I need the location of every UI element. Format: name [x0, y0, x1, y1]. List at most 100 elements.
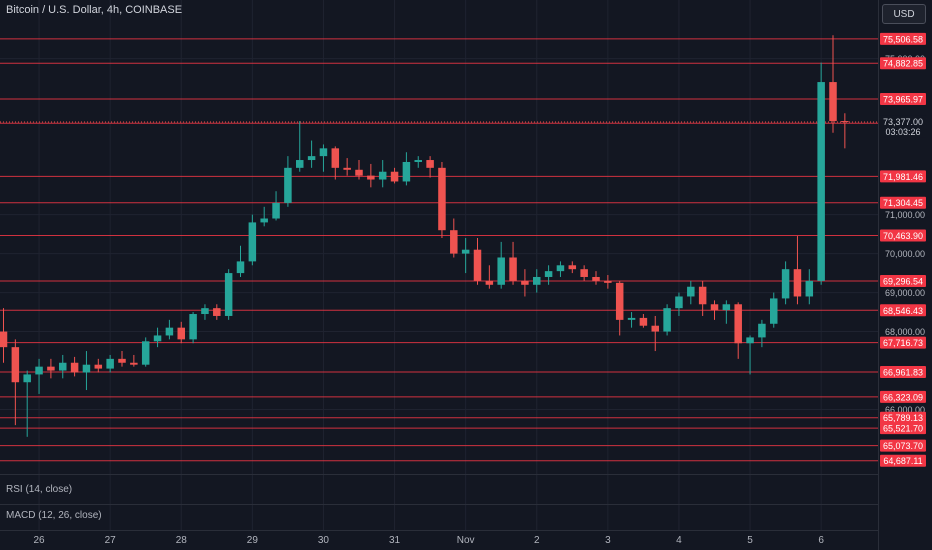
level-price-label: 74,882.85 [883, 59, 923, 69]
price-tick-label: 66,000.00 [885, 405, 925, 415]
level-price-tag [880, 170, 926, 183]
price-tick-label: 71,000.00 [885, 210, 925, 220]
candle-body [746, 337, 754, 344]
time-tick-label: 27 [105, 535, 117, 546]
level-price-tag [880, 57, 926, 70]
candle-body [675, 296, 683, 309]
level-price-tag [880, 454, 926, 467]
time-tick-label: 3 [605, 535, 611, 546]
price-axis-bg [879, 0, 932, 550]
candle-body [35, 366, 43, 375]
candles [0, 35, 849, 437]
candle-body [331, 148, 340, 168]
candle-body [698, 286, 707, 305]
candle-body [59, 362, 67, 371]
candle-body [793, 269, 802, 297]
candle-body [461, 249, 470, 254]
level-price-tag [880, 275, 926, 288]
level-price-tag [880, 422, 926, 435]
time-tick-label: 6 [818, 535, 824, 546]
time-tick-label: 31 [389, 535, 401, 546]
level-price-label: 71,981.46 [883, 172, 923, 182]
candle-body [829, 82, 837, 122]
pane-separator-macd [0, 504, 878, 505]
candle-body [70, 362, 79, 373]
candle-body [118, 358, 126, 363]
level-price-tag [880, 439, 926, 452]
level-price-tag [880, 304, 926, 317]
candle-body [817, 82, 825, 281]
candle-body [390, 171, 399, 182]
candle-body [438, 167, 446, 231]
candle-body [272, 202, 280, 219]
candle-body [248, 222, 257, 262]
time-tick-label: 4 [676, 535, 682, 546]
candle-body [189, 314, 197, 340]
candle-body [497, 257, 505, 285]
candle-body [23, 374, 31, 383]
currency-button[interactable]: USD [882, 4, 926, 24]
candle-body [47, 366, 55, 371]
candle-body [0, 331, 8, 348]
time-tick-label: 26 [33, 535, 45, 546]
pane-separator-time [0, 530, 878, 531]
rsi-label[interactable]: RSI (14, close) [6, 484, 73, 495]
pane-separator-rsi [0, 474, 878, 475]
candle-body [130, 362, 138, 365]
candle-body [402, 161, 411, 182]
candle-body [177, 327, 185, 340]
price-tick-label: 70,000.00 [885, 249, 925, 259]
level-price-tag [880, 336, 926, 349]
time-axis: 26 27 28 29 30 31 Nov 2 3 4 5 6 [33, 535, 824, 546]
candle-body [367, 175, 375, 180]
time-tick-label: 2 [534, 535, 540, 546]
level-price-label: 65,789.13 [883, 413, 923, 423]
level-price-tag [880, 32, 926, 45]
time-tick-label: Nov [457, 535, 475, 546]
candle-body [473, 249, 482, 281]
candle-body [805, 280, 814, 297]
candle-body [615, 282, 624, 320]
level-price-label: 69,296.54 [883, 277, 923, 287]
candle-body [307, 156, 316, 161]
horizontal-levels [0, 38, 878, 462]
level-price-label: 65,521.70 [883, 424, 923, 434]
candle-body [710, 304, 719, 311]
time-tick-label: 28 [176, 535, 188, 546]
candle-body [414, 160, 422, 162]
candle-body [556, 265, 565, 272]
candle-body [236, 261, 245, 274]
level-price-label: 71,304.45 [883, 198, 923, 208]
macd-label[interactable]: MACD (12, 26, close) [6, 510, 102, 521]
candle-body [580, 269, 588, 277]
candle-body [687, 286, 695, 297]
candle-body [224, 273, 233, 316]
chart-title: Bitcoin / U.S. Dollar, 4h, COINBASE [6, 4, 183, 16]
candle-body [770, 298, 778, 324]
candle-body [722, 304, 731, 311]
level-price-label: 75,506.58 [883, 34, 923, 44]
candle-body [627, 317, 636, 320]
level-price-label: 68,546.43 [883, 306, 923, 316]
level-price-label: 73,965.97 [883, 94, 923, 104]
candle-body [533, 276, 541, 285]
time-tick-label: 30 [318, 535, 330, 546]
candle-body [651, 325, 659, 332]
candle-body [426, 160, 434, 168]
candle-body [106, 358, 114, 369]
price-axis: 66,000.00 68,000.00 69,000.00 70,000.00 71,0… [879, 0, 932, 550]
candle-body [11, 347, 20, 383]
candle-body [260, 218, 268, 223]
candle-body [781, 269, 790, 299]
candle-body [153, 335, 162, 342]
level-price-tag [880, 411, 926, 424]
candle-body [82, 364, 91, 373]
candle-body [165, 327, 174, 336]
level-price-tag [880, 229, 926, 242]
candle-body [213, 308, 221, 316]
level-price-tag [880, 196, 926, 209]
candle-body [201, 308, 209, 315]
time-tick-label: 5 [747, 535, 753, 546]
